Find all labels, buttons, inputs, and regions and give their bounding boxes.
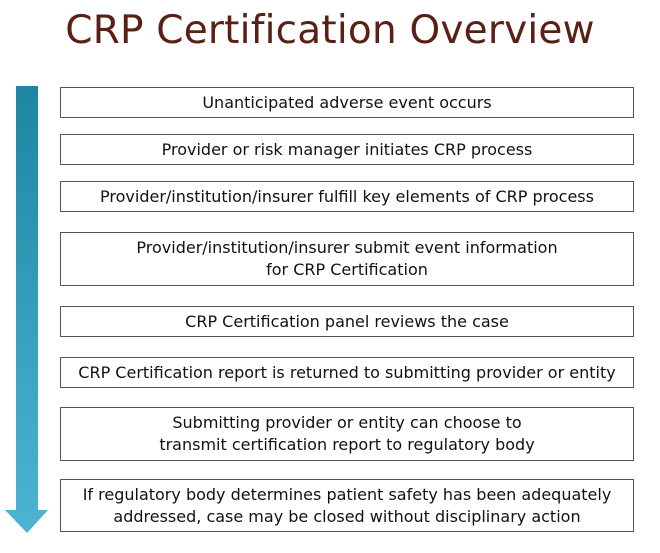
step-text: Provider/institution/insurer fulfill key… [100,186,594,206]
step-text: Provider/institution/insurer submit even… [136,238,558,279]
step-text: CRP Certification report is returned to … [78,362,616,382]
step-box: CRP Certification report is returned to … [60,357,634,388]
step-box: Provider or risk manager initiates CRP p… [60,134,634,165]
step-box: If regulatory body determines patient sa… [60,479,634,532]
step-text: CRP Certification panel reviews the case [185,311,509,331]
step-box: Provider/institution/insurer fulfill key… [60,181,634,212]
step-text: Provider or risk manager initiates CRP p… [161,139,533,159]
down-arrow-icon [5,86,48,533]
step-text: Submitting provider or entity can choose… [159,413,535,454]
step-box: Provider/institution/insurer submit even… [60,232,634,286]
step-text: Unanticipated adverse event occurs [202,92,492,112]
page-title: CRP Certification Overview [65,8,595,53]
step-box: Unanticipated adverse event occurs [60,87,634,118]
step-text: If regulatory body determines patient sa… [82,484,612,526]
step-box: Submitting provider or entity can choose… [60,407,634,461]
step-box: CRP Certification panel reviews the case [60,306,634,337]
